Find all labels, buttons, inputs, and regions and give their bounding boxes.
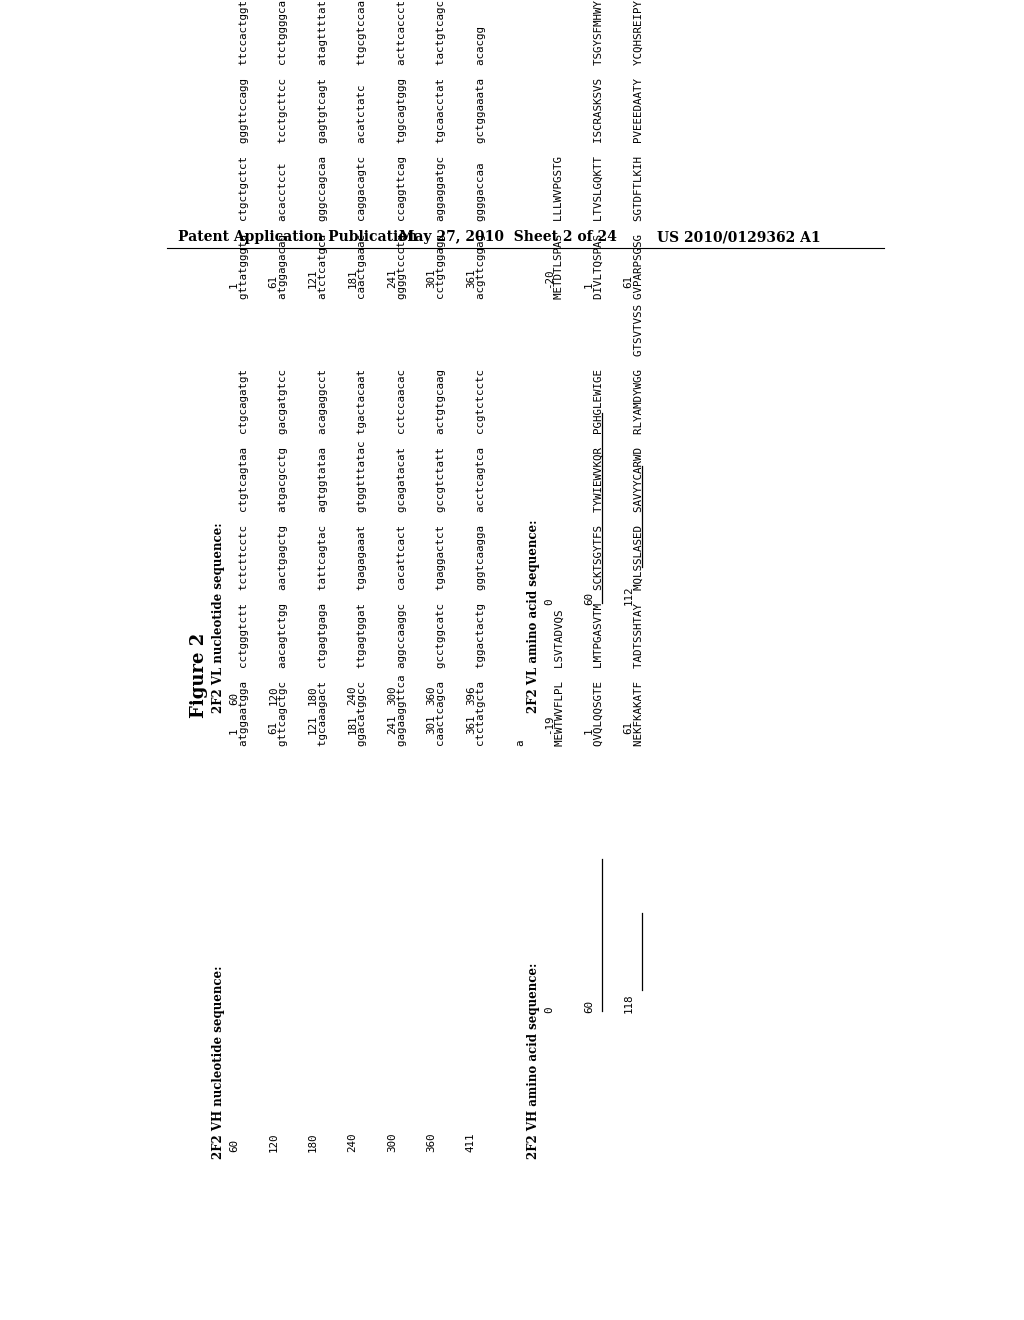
Text: 361: 361 [466,268,476,288]
Text: cctgtggagg  aggaggatgc  tgcaacctat  tactgtcagc  gattccgtac: cctgtggagg aggaggatgc tgcaacctat tactgtc… [436,0,446,300]
Text: 60: 60 [228,1139,239,1151]
Text: 360: 360 [426,685,436,705]
Text: 240: 240 [347,685,357,705]
Text: 61: 61 [268,721,279,734]
Text: a: a [515,739,525,746]
Text: gttatgggta  ctgctgctct  gggttccagg  ttccactggt: gttatgggta ctgctgctct gggttccagg ttccact… [239,0,249,300]
Text: tgcaaagact  ctgagtgaga  tattcagtac  agtggtataa  acagaggcct: tgcaaagact ctgagtgaga tattcagtac agtggta… [317,368,328,746]
Text: -20: -20 [544,268,554,288]
Text: DIVLTQSPAS  LTVSLGQKTT  ISCRASKSVS  TSGYSFMHWY  QLKPGQSPKL: DIVLTQSPAS LTVSLGQKTT ISCRASKSVS TSGYSFM… [594,0,604,300]
Text: ggacatggcc  ttgagtggat  tgagagaaat  gtggtttatac tgactacaat: ggacatggcc ttgagtggat tgagagaaat gtggttt… [357,368,368,746]
Text: 61: 61 [624,275,633,288]
Text: 121: 121 [308,715,317,734]
Text: 120: 120 [268,1133,279,1151]
Text: caactcagca  gcctggcatc  tgaggactct  gccgtctatt  actgtgcaag: caactcagca gcctggcatc tgaggactct gccgtct… [436,368,446,746]
Text: 1: 1 [228,281,239,288]
Text: atggaatgga  cctgggtctt  tctcttcctc  ctgtcagtaa  ctgcagatgt: atggaatgga cctgggtctt tctcttcctc ctgtcag… [239,368,249,746]
Text: 241: 241 [387,268,397,288]
Text: 120: 120 [268,685,279,705]
Text: 60: 60 [584,1001,594,1014]
Text: 181: 181 [347,268,357,288]
Text: 61: 61 [624,721,633,734]
Text: 2F2 VH nucleotide sequence:: 2F2 VH nucleotide sequence: [212,966,225,1159]
Text: 112: 112 [624,586,633,605]
Text: 180: 180 [308,1133,317,1151]
Text: 241: 241 [387,715,397,734]
Text: 1: 1 [584,281,594,288]
Text: 180: 180 [308,685,317,705]
Text: acgttcggag  ggggaccaa   gctggaaata  acacgg: acgttcggag ggggaccaa gctggaaata acacgg [476,26,486,300]
Text: 121: 121 [308,268,317,288]
Text: ggggtccctg  ccaggttcag  tggcagtggg  acttcaccct  caaatccat: ggggtccctg ccaggttcag tggcagtggg acttcac… [397,0,407,300]
Text: 2F2 VL amino acid sequence:: 2F2 VL amino acid sequence: [527,519,540,713]
Text: 60: 60 [584,591,594,605]
Text: 181: 181 [347,715,357,734]
Text: 360: 360 [426,1133,436,1151]
Text: 118: 118 [624,994,633,1014]
Text: 61: 61 [268,275,279,288]
Text: atctcatgca  gggccagcaa  gagtgtcagt  atagttttat  gcactggtac: atctcatgca gggccagcaa gagtgtcagt atagttt… [317,0,328,300]
Text: 60: 60 [228,692,239,705]
Text: US 2010/0129362 A1: US 2010/0129362 A1 [657,230,821,244]
Text: 1: 1 [228,727,239,734]
Text: ctctatgcta  tggactactg  gggtcaagga  acctcagtca  ccgtctcctc: ctctatgcta tggactactg gggtcaagga acctcag… [476,368,486,746]
Text: caactgaaac  caggacagtc  acatctatc   ttgcgtccaa  cctaccatct: caactgaaac caggacagtc acatctatc ttgcgtcc… [357,0,368,300]
Text: 2F2 VL nucleotide sequence:: 2F2 VL nucleotide sequence: [212,523,225,713]
Text: Patent Application Publication: Patent Application Publication [178,230,418,244]
Text: 361: 361 [466,715,476,734]
Text: May 27, 2010  Sheet 2 of 24: May 27, 2010 Sheet 2 of 24 [399,230,617,244]
Text: MEWTWVFLPL  LSVTADVQS: MEWTWVFLPL LSVTADVQS [554,610,564,746]
Text: 301: 301 [426,268,436,288]
Text: gagaaggttca aggccaaggc  cacattcact  gcagatacat  cctccaacac: gagaaggttca aggccaaggc cacattcact gcagat… [397,368,407,746]
Text: -19: -19 [544,715,554,734]
Text: 301: 301 [426,715,436,734]
Text: atggagacag  acacctcct   tcctgcttcc  ctctggggca  gaagaccacc: atggagacag acacctcct tcctgcttcc ctctgggg… [279,0,289,300]
Text: 2F2 VH amino acid sequence:: 2F2 VH amino acid sequence: [527,964,540,1159]
Text: NEKFKAKATF  TADTSSHTAY  MQLSSLASED  SAVYYCARWD  RLYAMDYWGG  GTSVTVSS: NEKFKAKATF TADTSSHTAY MQLSSLASED SAVYYCA… [633,304,643,746]
Text: 411: 411 [466,1133,476,1151]
Text: 300: 300 [387,1133,397,1151]
Text: 396: 396 [466,685,476,705]
Text: 300: 300 [387,685,397,705]
Text: Figure 2: Figure 2 [190,634,208,718]
Text: METDTLSPAS  LLLWVPGSTG: METDTLSPAS LLLWVPGSTG [554,156,564,300]
Text: 1: 1 [584,727,594,734]
Text: 0: 0 [544,1007,554,1014]
Text: 240: 240 [347,1133,357,1151]
Text: GVPARPSGSG  SGTDFTLKIH  PVEEEDAATY  YCQHSREIPY  TFGGGTKLEI  TR  LIYLASNLPS: GVPARPSGSG SGTDFTLKIH PVEEEDAATY YCQHSRE… [633,0,643,300]
Text: QVQLQQSGTE  LMTPGASVTM  SCKTSGYTFS  TYWIEWVKQR  PGHGLEWIGE: QVQLQQSGTE LMTPGASVTM SCKTSGYTFS TYWIEWV… [594,368,604,746]
Text: 0: 0 [544,598,554,605]
Text: gttcagctgc  aacagtctgg  aactgagctg  atgacgcctg  gacgatgtcc: gttcagctgc aacagtctgg aactgagctg atgacgc… [279,368,289,746]
